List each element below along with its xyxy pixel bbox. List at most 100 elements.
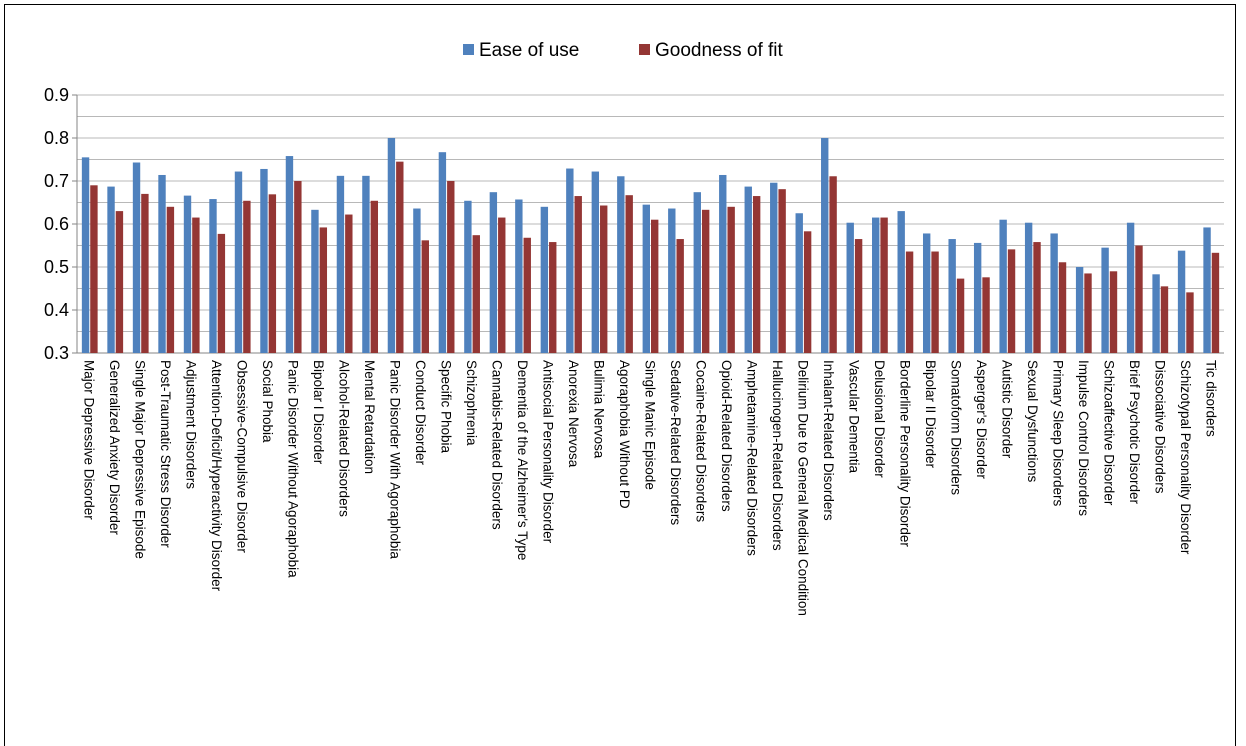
x-tick-label: Obsessive-Compulsive Disorder: [235, 360, 250, 553]
bar-ease-of-use: [846, 222, 854, 353]
x-tick-label: Delusional Disorder: [872, 360, 887, 478]
x-tick-label: Hallucinogen-Related Disorders: [770, 360, 785, 551]
bar-goodness-of-fit: [243, 200, 251, 353]
bar-goodness-of-fit: [141, 193, 149, 353]
x-tick-label: Anorexia Nervosa: [566, 360, 581, 468]
bar-goodness-of-fit: [523, 237, 531, 353]
chart-frame: [4, 4, 1236, 746]
bar-goodness-of-fit: [1084, 273, 1092, 353]
x-tick-label: Primary Sleep Disorders: [1050, 360, 1065, 507]
bar-goodness-of-fit: [931, 251, 939, 353]
x-tick-label: Inhalant-Related Disorders: [821, 360, 836, 521]
bar-goodness-of-fit: [701, 209, 710, 353]
bar-goodness-of-fit: [319, 227, 328, 353]
bar-ease-of-use: [668, 208, 676, 353]
bar-ease-of-use: [821, 138, 829, 353]
bar-goodness-of-fit: [1186, 292, 1194, 353]
x-tick-label: Vascular Dementia: [846, 360, 861, 474]
bar-goodness-of-fit: [1211, 252, 1220, 353]
bar-goodness-of-fit: [752, 196, 761, 353]
bar-ease-of-use: [719, 174, 727, 353]
bar-goodness-of-fit: [1160, 286, 1169, 353]
y-tick-label: 0.7: [44, 171, 69, 191]
bar-ease-of-use: [489, 192, 498, 353]
bar-ease-of-use: [132, 162, 141, 353]
bar-ease-of-use: [642, 204, 650, 353]
x-tick-label: Antisocial Personality Disorder: [541, 360, 556, 544]
legend-swatch-goodness-of-fit: [639, 44, 650, 55]
bar-goodness-of-fit: [600, 205, 608, 353]
bar-goodness-of-fit: [829, 176, 837, 353]
bar-ease-of-use: [515, 199, 523, 353]
bar-ease-of-use: [566, 168, 574, 353]
bar-goodness-of-fit: [192, 217, 200, 353]
x-tick-label: Bipolar I Disorder: [311, 360, 326, 465]
bar-ease-of-use: [1177, 250, 1186, 353]
x-tick-label: Dissociative Disorders: [1152, 360, 1167, 494]
bar-ease-of-use: [1050, 233, 1058, 353]
bar-ease-of-use: [413, 208, 421, 353]
bar-ease-of-use: [922, 233, 931, 353]
bar-ease-of-use: [1152, 274, 1160, 353]
y-tick-label: 0.3: [44, 343, 69, 363]
x-tick-label: Bipolar II Disorder: [923, 360, 938, 469]
bar-ease-of-use: [795, 213, 803, 353]
x-tick-label: Sexual Dysfunctions: [1025, 360, 1040, 483]
x-tick-label: Adjustment Disorders: [184, 360, 199, 489]
x-tick-label: Major Depressive Disorder: [82, 360, 97, 520]
legend-swatch-ease-of-use: [463, 44, 474, 55]
bar-goodness-of-fit: [115, 211, 124, 353]
bar-goodness-of-fit: [549, 242, 557, 353]
bar-goodness-of-fit: [676, 239, 684, 353]
bar-goodness-of-fit: [1058, 262, 1067, 353]
x-tick-label: Schizotypal Personality Disorder: [1178, 360, 1193, 555]
bar-ease-of-use: [234, 171, 243, 353]
bar-ease-of-use: [183, 195, 192, 353]
x-tick-label: Conduct Disorder: [413, 360, 428, 466]
gridlines: [77, 94, 1224, 354]
x-tick-label: Dementia of the Alzheimer's Type: [515, 360, 530, 560]
bar-goodness-of-fit: [625, 195, 633, 353]
bar-goodness-of-fit: [447, 181, 455, 353]
bar-ease-of-use: [1126, 222, 1135, 353]
bar-goodness-of-fit: [651, 219, 659, 353]
bar-ease-of-use: [897, 211, 905, 353]
bar-ease-of-use: [336, 175, 345, 353]
legend-label-ease-of-use: Ease of use: [479, 40, 579, 61]
x-tick-label: Asperger's Disorder: [974, 360, 989, 479]
bar-goodness-of-fit: [1007, 249, 1016, 353]
bar-goodness-of-fit: [1033, 242, 1041, 353]
bar-ease-of-use: [1075, 267, 1084, 353]
bar-ease-of-use: [744, 186, 752, 353]
bar-goodness-of-fit: [956, 278, 965, 353]
bar-ease-of-use: [1203, 227, 1211, 353]
bar-goodness-of-fit: [472, 235, 480, 353]
bar-ease-of-use: [770, 182, 778, 353]
x-tick-label: Autistic Disorder: [999, 360, 1014, 459]
bar-goodness-of-fit: [574, 196, 582, 353]
bar-ease-of-use: [387, 138, 396, 353]
x-tick-label: Cocaine-Related Disorders: [693, 360, 708, 522]
x-tick-label: Schizoaffective Disorder: [1101, 360, 1116, 506]
y-tick-label: 0.6: [44, 214, 69, 234]
x-tick-label: Tic disorders: [1203, 360, 1218, 437]
bar-ease-of-use: [973, 242, 982, 353]
bar-ease-of-use: [438, 152, 447, 353]
bar-goodness-of-fit: [498, 217, 506, 353]
x-tick-label: Social Phobia: [260, 360, 275, 443]
bar-ease-of-use: [540, 206, 549, 353]
bar-goodness-of-fit: [345, 214, 353, 353]
legend-label-goodness-of-fit: Goodness of fit: [655, 40, 784, 61]
y-tick-label: 0.4: [44, 300, 69, 320]
bar-goodness-of-fit: [421, 240, 429, 353]
bar-ease-of-use: [1101, 247, 1109, 353]
x-tick-label: Generalized Anxiety Disorder: [107, 360, 122, 535]
bar-ease-of-use: [591, 171, 600, 353]
x-tick-label: Schizophrenia: [464, 360, 479, 446]
x-tick-label: Somatoform Disorders: [948, 360, 963, 495]
y-tick-label: 0.9: [44, 85, 69, 105]
x-tick-label: Impulse Control Disorders: [1076, 360, 1091, 516]
bar-ease-of-use: [999, 219, 1007, 353]
bar-goodness-of-fit: [90, 185, 98, 353]
